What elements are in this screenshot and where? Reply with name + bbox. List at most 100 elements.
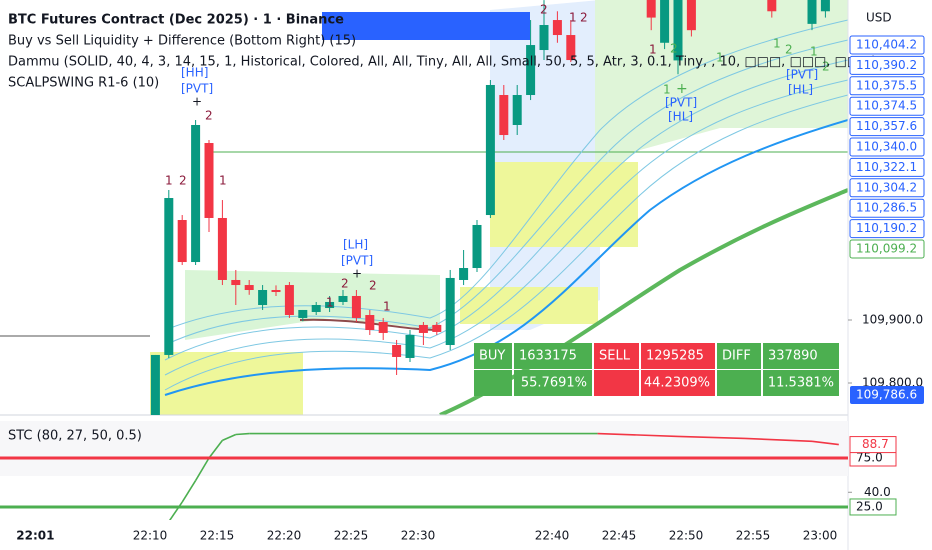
price-badge (849, 35, 925, 55)
pivot-label: [PVT] (786, 68, 818, 82)
pivot-plus: + (676, 81, 688, 97)
stc-line (811, 440, 839, 446)
candle-body (284, 285, 294, 316)
table-text: 44.2309% (644, 376, 710, 391)
table-cell (641, 370, 715, 396)
banner-bg[interactable] (322, 12, 530, 40)
legend-line: Dammu (SOLID, 40, 4, 3, 14, 15, 1, Histo… (8, 55, 876, 70)
candle-body (298, 309, 308, 318)
table-cell (763, 370, 839, 396)
candle-body (365, 315, 375, 331)
candle-body (244, 285, 254, 291)
wave-label: 1 (383, 300, 391, 314)
last-price-badge (850, 386, 924, 404)
wave-label: 2 (822, 60, 830, 74)
price-badge-label: 110,099.2 (856, 242, 917, 256)
candle-body (552, 20, 562, 36)
stc-line (235, 432, 250, 436)
pivot-label: [HL] (668, 110, 693, 124)
candle-body (526, 45, 536, 96)
stc-band (0, 421, 848, 476)
pivot-plus: + (192, 95, 202, 109)
table-cell (763, 343, 839, 369)
candle-body (767, 0, 777, 12)
wave-label: 1 (663, 83, 671, 97)
candle-body (392, 345, 402, 357)
level-label: 75.0 (856, 451, 883, 465)
stc-title: STC (80, 27, 50, 0.5) (8, 429, 142, 444)
pivot-label: [PVT] (181, 82, 213, 96)
table-cell (641, 343, 715, 369)
candle-body (485, 84, 495, 216)
wave-label: 2 (540, 3, 548, 17)
table-text: 1633175 (519, 349, 577, 364)
zone-yellow (150, 352, 303, 415)
wave-label: 2 (785, 43, 793, 57)
candle-body (820, 0, 830, 12)
x-tick-label: 22:01 (16, 529, 54, 543)
price-badge-label: 110,404.2 (856, 38, 917, 52)
level-badge (849, 498, 897, 516)
zone-yellow (460, 287, 598, 324)
candle-body (566, 35, 576, 61)
candle-body (472, 224, 482, 269)
price-badge (849, 96, 925, 116)
x-tick-label: 22:30 (401, 529, 436, 543)
candle-body (177, 220, 187, 263)
table-text: BUY (479, 349, 505, 364)
x-tick-label: 22:25 (334, 529, 369, 543)
wave-label: 1 (326, 296, 334, 310)
candle-body (164, 198, 174, 355)
y-tick-label: 40.0 (864, 485, 891, 499)
candle-body (150, 354, 160, 415)
price-badge (849, 117, 925, 137)
candle-body (351, 295, 361, 318)
candle-body (646, 0, 656, 18)
candle-body (459, 268, 469, 280)
wave-label: 2 (369, 279, 377, 293)
candle-body (271, 290, 281, 293)
candle-body (231, 279, 241, 286)
price-badge-label: 110,375.5 (856, 78, 917, 92)
candle-body (512, 95, 522, 125)
wave-label: 2 (670, 42, 678, 56)
wave-label: 2 (341, 277, 349, 291)
pivot-label: [LH] (343, 238, 368, 252)
legend-line: Buy vs Sell Liquidity + Difference (Bott… (8, 34, 356, 49)
wave-label: 1 (569, 11, 577, 25)
table-text: 11.5381% (768, 376, 834, 391)
stc-line (677, 435, 746, 440)
x-tick-label: 22:20 (267, 529, 302, 543)
table-text: 1295285 (646, 349, 704, 364)
price-badge-label: 110,322.1 (856, 160, 917, 174)
table-cell (474, 343, 512, 369)
wave-label: 1 (810, 45, 818, 59)
price-badge (849, 219, 925, 239)
legend-line: BTC Futures Contract (Dec 2025) · 1 · Bi… (8, 13, 344, 28)
last-value-label: 88.7 (862, 437, 889, 451)
stc-line (597, 432, 679, 438)
price-badge-label: 110,286.5 (856, 201, 917, 215)
candle-body (418, 324, 428, 333)
candle-body (686, 0, 696, 31)
wave-label: 1 (219, 174, 227, 188)
wave-label: 2 (205, 109, 213, 123)
candle-body (378, 322, 388, 333)
price-badge-label: 110,304.2 (856, 180, 917, 194)
wave-label: 1 (773, 37, 781, 51)
pivot-plus: + (352, 267, 362, 281)
price-badge-label: 110,390.2 (856, 58, 917, 72)
x-tick-label: 22:55 (736, 529, 771, 543)
price-badge (849, 55, 925, 75)
y-tick-label: 109,900.0 (862, 312, 923, 326)
stc-line (181, 480, 197, 503)
x-tick-label: 22:10 (133, 529, 168, 543)
price-badge-label: 110,357.6 (856, 119, 917, 133)
candle-body (204, 143, 214, 218)
y-tick-label: 109,800.0 (862, 375, 923, 389)
legend-line: SCALPSWING R1-6 (10) (8, 76, 159, 91)
pivot-label: [HL] (788, 83, 813, 97)
